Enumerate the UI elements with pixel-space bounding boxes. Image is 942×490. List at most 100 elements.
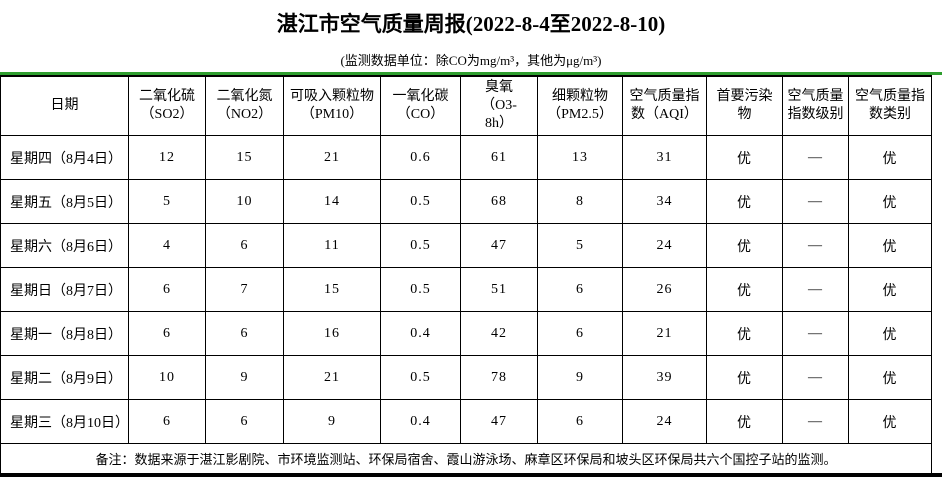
value-cell: 21 — [283, 135, 381, 180]
page-subtitle: (监测数据单位：除CO为mg/m³，其他为μg/m³) — [340, 53, 602, 68]
column-header-8: 首要污染 物 — [706, 75, 783, 136]
bottom-border-line — [0, 472, 942, 477]
value-cell: 31 — [622, 135, 707, 180]
value-cell: 5 — [537, 223, 623, 268]
value-cell: — — [782, 267, 849, 312]
date-cell: 星期五（8月5日） — [0, 179, 129, 224]
value-cell: 0.5 — [380, 267, 461, 312]
value-cell: 42 — [460, 311, 538, 356]
value-cell: 6 — [205, 399, 284, 444]
value-cell: 10 — [128, 355, 206, 400]
value-cell: 16 — [283, 311, 381, 356]
value-cell: 10 — [205, 179, 284, 224]
value-cell: 0.4 — [380, 311, 461, 356]
value-cell: 优 — [706, 223, 783, 268]
value-cell: 51 — [460, 267, 538, 312]
column-header-9: 空气质量 指数级别 — [782, 75, 849, 136]
value-cell: 6 — [537, 311, 623, 356]
value-cell: 47 — [460, 399, 538, 444]
column-header-4: 一氧化碳 （CO） — [380, 75, 461, 136]
value-cell: 6 — [205, 223, 284, 268]
value-cell: — — [782, 355, 849, 400]
table-footer: 备注：数据来源于湛江影剧院、市环境监测站、环保局宿舍、霞山游泳场、麻章区环保局和… — [0, 443, 932, 473]
date-cell: 星期二（8月9日） — [0, 355, 129, 400]
table-row: 星期三（8月10日） 6 6 9 0.4 47 6 24 优 — 优 — [0, 399, 932, 444]
value-cell: 12 — [128, 135, 206, 180]
value-cell: 14 — [283, 179, 381, 224]
footnote: 备注：数据来源于湛江影剧院、市环境监测站、环保局宿舍、霞山游泳场、麻章区环保局和… — [0, 443, 932, 473]
value-cell: 优 — [848, 223, 932, 268]
value-cell: 优 — [848, 179, 932, 224]
accent-divider-line — [0, 72, 942, 75]
value-cell: 61 — [460, 135, 538, 180]
note-row: 备注：数据来源于湛江影剧院、市环境监测站、环保局宿舍、霞山游泳场、麻章区环保局和… — [0, 443, 932, 473]
date-cell: 星期四（8月4日） — [0, 135, 129, 180]
value-cell: 5 — [128, 179, 206, 224]
table-row: 星期二（8月9日） 10 9 21 0.5 78 9 39 优 — 优 — [0, 355, 932, 400]
value-cell: 4 — [128, 223, 206, 268]
value-cell: 21 — [622, 311, 707, 356]
column-header-0: 日期 — [0, 75, 129, 136]
value-cell: 优 — [706, 399, 783, 444]
value-cell: — — [782, 223, 849, 268]
value-cell: 21 — [283, 355, 381, 400]
column-header-10: 空气质量指 数类别 — [848, 75, 932, 136]
value-cell: 9 — [205, 355, 284, 400]
value-cell: 优 — [706, 355, 783, 400]
value-cell: 优 — [848, 355, 932, 400]
column-header-5: 臭氧 （O3- 8h） — [460, 75, 538, 136]
value-cell: 34 — [622, 179, 707, 224]
table-row: 星期四（8月4日） 12 15 21 0.6 61 13 31 优 — 优 — [0, 135, 932, 180]
value-cell: 优 — [706, 135, 783, 180]
value-cell: 13 — [537, 135, 623, 180]
value-cell: — — [782, 135, 849, 180]
value-cell: 优 — [706, 179, 783, 224]
value-cell: — — [782, 399, 849, 444]
value-cell: 优 — [848, 311, 932, 356]
table-body: 星期四（8月4日） 12 15 21 0.6 61 13 31 优 — 优星期五（8月5日） 5 10 1… — [0, 135, 932, 444]
value-cell: 24 — [622, 399, 707, 444]
value-cell: 优 — [848, 135, 932, 180]
value-cell: 0.4 — [380, 399, 461, 444]
column-header-2: 二氧化氮 （NO2） — [205, 75, 284, 136]
value-cell: 6 — [128, 311, 206, 356]
value-cell: 6 — [537, 267, 623, 312]
table-row: 星期一（8月8日） 6 6 16 0.4 42 6 21 优 — 优 — [0, 311, 932, 356]
value-cell: 0.6 — [380, 135, 461, 180]
value-cell: 9 — [537, 355, 623, 400]
table-row: 星期日（8月7日） 6 7 15 0.5 51 6 26 优 — 优 — [0, 267, 932, 312]
value-cell: 优 — [848, 267, 932, 312]
value-cell: 47 — [460, 223, 538, 268]
value-cell: 7 — [205, 267, 284, 312]
value-cell: 0.5 — [380, 355, 461, 400]
table-row: 星期六（8月6日） 4 6 11 0.5 47 5 24 优 — 优 — [0, 223, 932, 268]
value-cell: — — [782, 311, 849, 356]
value-cell: 优 — [848, 399, 932, 444]
date-cell: 星期日（8月7日） — [0, 267, 129, 312]
column-header-1: 二氧化硫 （SO2） — [128, 75, 206, 136]
value-cell: 15 — [283, 267, 381, 312]
column-header-3: 可吸入颗粒物 （PM10） — [283, 75, 381, 136]
value-cell: 39 — [622, 355, 707, 400]
value-cell: 26 — [622, 267, 707, 312]
column-header-7: 空气质量指 数（AQI） — [622, 75, 707, 136]
value-cell: 6 — [128, 267, 206, 312]
value-cell: 68 — [460, 179, 538, 224]
value-cell: 6 — [537, 399, 623, 444]
value-cell: 78 — [460, 355, 538, 400]
value-cell: 11 — [283, 223, 381, 268]
air-quality-table: 日期 二氧化硫 （SO2） 二氧化氮 （NO2） 可吸入颗粒物 （PM10） 一氧化碳 … — [0, 75, 932, 473]
value-cell: 优 — [706, 267, 783, 312]
value-cell: 6 — [205, 311, 284, 356]
table-row: 星期五（8月5日） 5 10 14 0.5 68 8 34 优 — 优 — [0, 179, 932, 224]
value-cell: 9 — [283, 399, 381, 444]
date-cell: 星期一（8月8日） — [0, 311, 129, 356]
value-cell: — — [782, 179, 849, 224]
page-title: 湛江市空气质量周报(2022-8-4至2022-8-10) — [276, 12, 666, 36]
date-cell: 星期六（8月6日） — [0, 223, 129, 268]
value-cell: 0.5 — [380, 223, 461, 268]
value-cell: 0.5 — [380, 179, 461, 224]
value-cell: 优 — [706, 311, 783, 356]
column-header-6: 细颗粒物 （PM2.5） — [537, 75, 623, 136]
